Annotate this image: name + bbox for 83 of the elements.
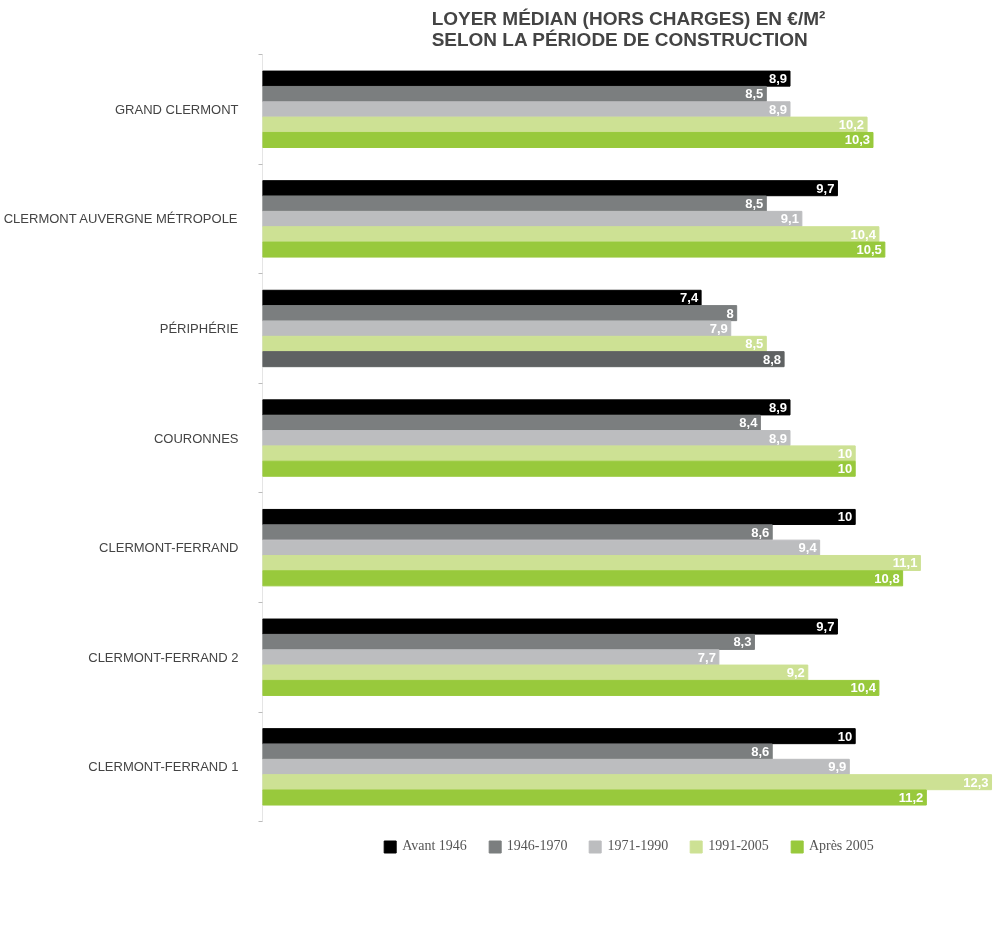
bar (262, 335, 767, 352)
data-label: 10,5 (856, 242, 882, 258)
bar (262, 460, 856, 477)
bar (262, 414, 761, 431)
data-label: 10 (837, 728, 853, 744)
bar (262, 633, 755, 650)
data-label: 10,4 (850, 680, 877, 696)
y-tick-label: CLERMONT-FERRAND 1 (88, 759, 239, 775)
bar (262, 305, 738, 322)
y-tick-label: PÉRIPHÉRIE (159, 320, 239, 336)
legend-label: Avant 1946 (402, 838, 467, 854)
legend-label: Après 2005 (808, 838, 874, 854)
data-label: 10 (837, 509, 853, 525)
bar (262, 351, 785, 368)
bar (262, 664, 809, 681)
bar (262, 570, 904, 587)
bar (262, 789, 927, 806)
data-label: 9,4 (798, 540, 818, 556)
bar (262, 210, 803, 227)
data-label: 12,3 (963, 774, 989, 790)
bar (262, 226, 880, 243)
bar (262, 131, 874, 148)
data-label: 8,5 (745, 196, 764, 212)
data-label: 8,9 (768, 71, 788, 87)
bar (262, 241, 886, 258)
data-label: 10,4 (850, 226, 877, 242)
data-label: 8,4 (739, 415, 759, 431)
data-label: 8,5 (745, 336, 764, 352)
data-label: 8,9 (768, 399, 788, 415)
data-label: 7,7 (697, 649, 716, 665)
bar (262, 554, 921, 572)
bar (262, 289, 702, 306)
bar (262, 320, 732, 337)
bar (262, 774, 993, 791)
data-label: 7,4 (680, 290, 699, 306)
data-label: 10 (837, 445, 853, 461)
legend-label: 1946-1970 (506, 838, 568, 854)
data-label: 9,2 (786, 665, 805, 681)
bar (262, 508, 856, 525)
data-label: 8 (726, 305, 734, 321)
data-label: 9,1 (780, 211, 799, 227)
bar (262, 85, 767, 102)
y-tick-label: CLERMONT AUVERGNE MÉTROPOLE (3, 211, 238, 227)
y-tick-label: CLERMONT-FERRAND 2 (88, 649, 239, 665)
bar (262, 101, 791, 118)
legend-label: 1971-1990 (607, 838, 669, 854)
bar (262, 116, 868, 133)
bar (262, 618, 838, 635)
bar (262, 70, 791, 87)
data-label: 9,7 (816, 180, 835, 196)
data-label: 10,3 (844, 132, 870, 148)
bar (262, 180, 838, 197)
data-label: 10,2 (838, 117, 865, 133)
chart-title: LOYER MÉDIAN (HORS CHARGES) EN €/M² SELON LA PÉRIODE DE CONSTRUCTION (431, 7, 826, 50)
data-label: 8,9 (768, 430, 788, 446)
y-tick-label: COURONNES (153, 430, 239, 446)
bar (262, 195, 767, 212)
bar (262, 524, 773, 541)
data-label: 8,5 (745, 86, 764, 102)
bar (262, 743, 773, 760)
bar (262, 430, 791, 447)
data-label: 9,7 (816, 619, 835, 635)
bar (262, 445, 856, 462)
y-tick-label: GRAND CLERMONT (114, 101, 239, 117)
data-label: 8,3 (733, 634, 752, 650)
bar (262, 758, 850, 775)
bar (262, 679, 880, 696)
data-label: 9,9 (828, 759, 847, 775)
data-label: 8,9 (768, 101, 788, 117)
data-label: 11,2 (898, 790, 924, 806)
data-label: 8,6 (751, 743, 770, 759)
bar (262, 728, 856, 745)
data-label: 11,1 (892, 555, 918, 571)
data-label: 8,6 (751, 524, 770, 540)
bar (262, 649, 720, 666)
legend-label: 1991-2005 (708, 838, 769, 854)
data-label: 10 (837, 461, 853, 477)
bar (262, 399, 791, 416)
bar (262, 539, 821, 556)
y-tick-label: CLERMONT-FERRAND (99, 540, 239, 556)
data-label: 8,8 (763, 351, 782, 367)
data-label: 7,9 (709, 320, 728, 336)
data-label: 10,8 (874, 570, 900, 586)
